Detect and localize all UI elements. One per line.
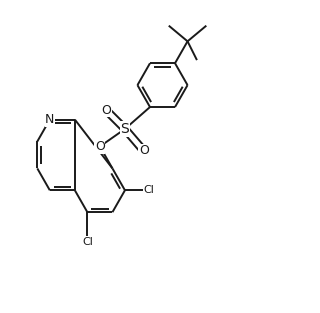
Text: O: O	[95, 140, 105, 153]
Text: O: O	[101, 104, 111, 117]
Text: N: N	[45, 113, 54, 126]
Text: S: S	[121, 122, 129, 136]
Text: O: O	[139, 144, 149, 157]
Text: Cl: Cl	[144, 185, 155, 195]
Text: Cl: Cl	[82, 237, 93, 247]
